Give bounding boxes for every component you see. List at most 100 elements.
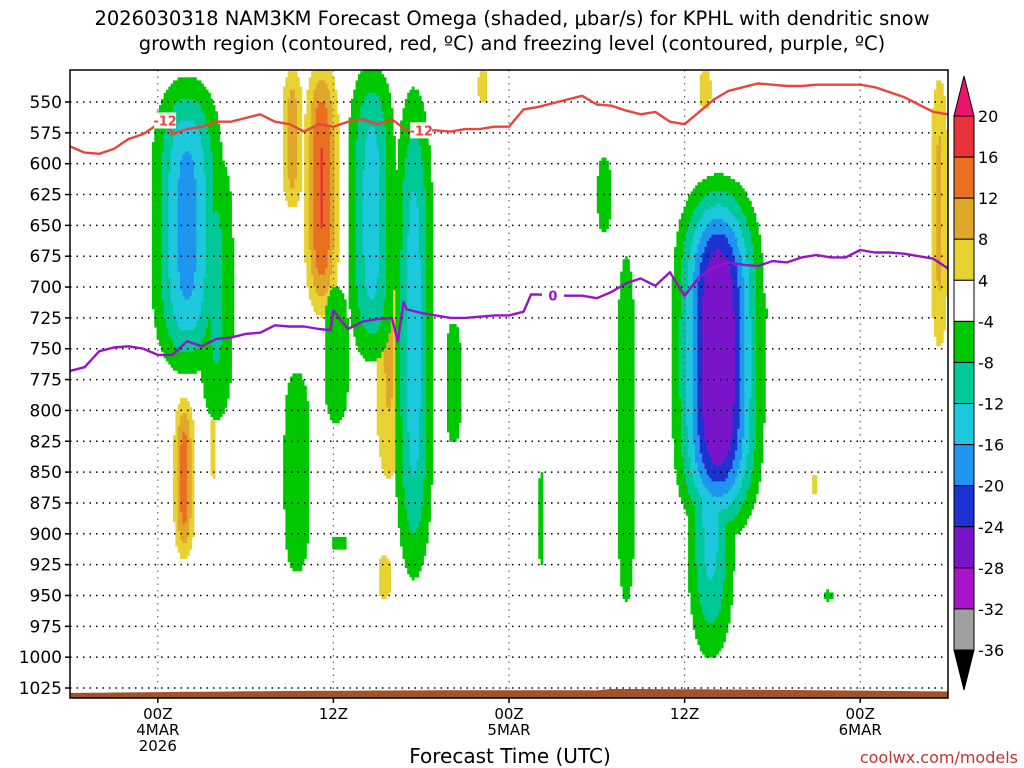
omega-cell — [189, 416, 193, 421]
omega-cell — [304, 462, 307, 467]
omega-cell — [210, 98, 214, 103]
omega-cell — [285, 487, 289, 491]
omega-cell — [287, 416, 291, 421]
omega-cell — [191, 422, 195, 427]
omega-cell — [154, 314, 157, 319]
omega-cell — [182, 253, 186, 257]
omega-cell — [191, 339, 195, 343]
omega-cell — [175, 302, 179, 306]
omega-cell — [217, 311, 221, 316]
omega-cell — [285, 105, 289, 109]
omega-cell — [313, 268, 317, 272]
omega-cell — [180, 132, 183, 137]
omega-cell — [187, 80, 190, 84]
omega-cell — [318, 139, 321, 143]
omega-cell — [163, 296, 167, 300]
omega-cell — [292, 102, 296, 106]
omega-cell — [306, 114, 310, 118]
omega-cell — [201, 345, 204, 350]
omega-cell — [222, 311, 225, 316]
omega-cell — [292, 564, 296, 569]
omega-cell — [168, 259, 171, 263]
omega-cell — [194, 327, 197, 331]
omega-cell — [191, 151, 195, 155]
omega-cell — [154, 182, 157, 186]
omega-cell — [156, 135, 160, 140]
omega-cell — [290, 441, 293, 445]
omega-cell — [313, 228, 317, 232]
omega-cell — [219, 398, 223, 402]
omega-cell — [208, 148, 211, 152]
omega-cell — [184, 86, 188, 91]
omega-cell — [180, 478, 183, 482]
omega-cell — [294, 456, 298, 461]
omega-cell — [306, 499, 310, 504]
omega-cell — [222, 160, 225, 165]
omega-cell — [304, 499, 307, 504]
omega-cell — [212, 265, 216, 269]
omega-cell — [217, 277, 221, 282]
omega-cell — [161, 339, 164, 343]
omega-cell — [304, 425, 307, 430]
omega-cell — [203, 228, 207, 232]
omega-cell — [226, 253, 230, 257]
omega-cell — [189, 197, 193, 202]
omega-cell — [313, 200, 317, 205]
omega-cell — [308, 105, 312, 109]
omega-cell — [210, 450, 214, 454]
omega-cell — [215, 364, 218, 368]
omega-cell — [191, 324, 195, 328]
omega-cell — [212, 462, 216, 467]
omega-cell — [191, 447, 195, 451]
omega-cell — [290, 453, 293, 458]
omega-cell — [313, 256, 317, 260]
omega-cell — [306, 428, 310, 433]
omega-cell — [156, 197, 160, 202]
omega-cell — [175, 92, 179, 97]
omega-cell — [180, 518, 183, 522]
omega-cell — [212, 391, 216, 396]
omega-cell — [201, 373, 204, 377]
omega-cell — [208, 126, 211, 131]
omega-cell — [170, 200, 174, 205]
omega-cell — [187, 163, 190, 168]
omega-cell — [313, 191, 317, 195]
omega-cell — [159, 129, 162, 134]
omega-cell — [166, 92, 169, 97]
omega-cell — [308, 265, 312, 269]
omega-cell — [222, 284, 225, 288]
omega-cell — [180, 271, 183, 276]
omega-cell — [194, 194, 197, 198]
omega-cell — [173, 148, 176, 152]
omega-cell — [201, 240, 204, 245]
omega-cell — [201, 228, 204, 232]
omega-cell — [205, 240, 209, 245]
omega-cell — [175, 102, 179, 106]
omega-cell — [170, 296, 174, 300]
omega-cell — [177, 413, 181, 417]
omega-cell — [201, 342, 204, 347]
omega-cell — [151, 299, 155, 303]
omega-cell — [187, 308, 190, 313]
omega-cell — [156, 213, 160, 217]
omega-cell — [219, 361, 223, 365]
omega-cell — [294, 382, 298, 387]
omega-cell — [297, 391, 300, 396]
omega-cell — [177, 206, 181, 211]
omega-cell — [180, 117, 183, 121]
omega-cell — [226, 219, 230, 223]
omega-cell — [226, 361, 230, 365]
omega-cell — [205, 354, 209, 359]
omega-cell — [311, 253, 314, 257]
omega-cell — [173, 92, 176, 97]
omega-cell — [168, 135, 171, 140]
omega-cell — [229, 231, 232, 235]
omega-cell — [294, 114, 298, 118]
omega-cell — [161, 163, 164, 168]
omega-cell — [315, 277, 319, 282]
omega-cell — [196, 222, 200, 226]
omega-cell — [163, 203, 167, 208]
omega-cell — [318, 253, 321, 257]
omega-cell — [283, 496, 286, 501]
omega-cell — [203, 284, 207, 288]
